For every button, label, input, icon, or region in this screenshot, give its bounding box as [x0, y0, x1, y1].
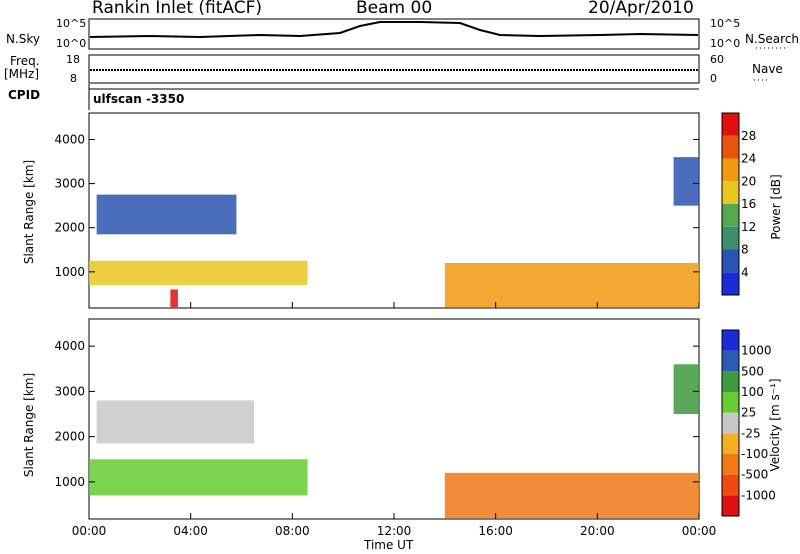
nave-tick-top: 60 — [710, 53, 724, 66]
y-tick-label: 1000 — [54, 475, 85, 489]
data-region — [96, 194, 237, 235]
power-panel: 1000 2000 3000 4000 — [54, 112, 700, 309]
beam-title: Beam 00 — [356, 0, 433, 18]
colorbar-swatch — [722, 474, 739, 496]
colorbar-tick-label: -1000 — [741, 488, 776, 502]
data-region — [89, 260, 308, 286]
colorbar-tick-label: -25 — [741, 426, 761, 440]
freq-tick-top: 18 — [66, 53, 80, 66]
colorbar-tick-label: 28 — [741, 129, 756, 143]
y-tick-label: 1000 — [54, 265, 85, 279]
freq-strip-frame — [88, 54, 700, 84]
x-tick-label: 04:00 — [173, 524, 208, 538]
y-tick-label: 3000 — [54, 384, 85, 398]
y-tick-label: 2000 — [54, 430, 85, 444]
nsky-right-tick-top: 10^5 — [710, 17, 741, 30]
power-colorbar: 4 8 12 16 20 24 28 — [721, 112, 756, 296]
x-tick-label: 08:00 — [275, 524, 310, 538]
freq-label: Freq. — [10, 54, 40, 68]
colorbar-swatch — [722, 371, 739, 392]
x-axis-label: Time UT — [364, 538, 414, 552]
nave-tick-bottom: 0 — [710, 72, 717, 85]
colorbar-swatch — [722, 226, 739, 250]
nsky-trace — [89, 21, 699, 39]
x-tick-label: 16:00 — [478, 524, 513, 538]
velocity-colorbar: 1000 500 100 25 -25 -100 -500 -1000 — [721, 329, 776, 517]
colorbar-swatch — [722, 158, 739, 182]
colorbar-swatch — [722, 433, 739, 454]
x-tick-label: 00:00 — [682, 524, 717, 538]
colorbar-frame — [721, 329, 740, 517]
nsky-label: N.Sky — [6, 32, 41, 46]
colorbar-tick-label: 16 — [741, 197, 756, 211]
x-tick-label: 00:00 — [72, 524, 107, 538]
colorbar-tick-label: 4 — [741, 265, 749, 279]
data-region — [444, 472, 699, 519]
colorbar-swatch — [722, 412, 739, 434]
data-region — [673, 364, 699, 415]
colorbar-swatch — [722, 181, 739, 204]
y-tick-label: 4000 — [54, 339, 85, 353]
colorbar-swatch — [722, 113, 739, 136]
colorbar-swatch — [722, 454, 739, 475]
data-region — [170, 289, 178, 308]
y-tick-label: 3000 — [54, 177, 85, 191]
y-tick-label: 2000 — [54, 221, 85, 235]
data-region — [444, 263, 699, 308]
colorbar-tick-label: 8 — [741, 243, 749, 257]
data-region — [89, 459, 308, 496]
colorbar-swatch — [722, 350, 739, 372]
nsky-tick-top: 10^5 — [56, 17, 87, 30]
colorbar-tick-label: 20 — [741, 174, 756, 188]
date-title: 20/Apr/2010 — [588, 0, 694, 18]
station-title: Rankin Inlet (fitACF) — [92, 0, 263, 18]
colorbar-swatch — [722, 204, 739, 227]
nsky-tick-bottom: 10^0 — [56, 37, 87, 50]
colorbar-tick-label: 1000 — [741, 344, 772, 358]
cpid-label: CPID — [8, 88, 41, 102]
nsky-right-tick-bottom: 10^0 — [710, 37, 741, 50]
colorbar-tick-label: 24 — [741, 152, 756, 166]
program-label: ulfscan -3350 — [93, 92, 185, 106]
data-region — [673, 157, 699, 206]
y-tick-label: 4000 — [54, 132, 85, 146]
freq-tick-bottom: 8 — [70, 72, 77, 85]
nave-label: Nave — [752, 62, 783, 76]
x-tick-label: 20:00 — [580, 524, 615, 538]
colorbar-swatch — [722, 495, 739, 516]
colorbar-swatch — [722, 249, 739, 273]
colorbar-swatch — [722, 272, 739, 295]
colorbar-tick-label: 12 — [741, 220, 756, 234]
data-region — [96, 400, 255, 444]
colorbar-tick-label: -100 — [741, 447, 768, 461]
colorbar-swatch — [722, 392, 739, 413]
colorbar-tick-label: 25 — [741, 406, 756, 420]
colorbar-swatch — [722, 135, 739, 159]
x-tick-label: 12:00 — [377, 524, 412, 538]
colorbar-frame — [721, 112, 740, 296]
nsearch-label: N.Search — [745, 32, 800, 46]
colorbar-tick-label: 100 — [741, 385, 764, 399]
colorbar-tick-label: -500 — [741, 468, 768, 482]
freq-unit-label: [MHz] — [4, 67, 40, 81]
colorbar-tick-label: 500 — [741, 364, 764, 378]
velocity-panel: 1000 2000 3000 4000 00:00 04:00 08:00 12:00 16:0… — [54, 318, 717, 538]
nsky-strip-frame — [88, 18, 700, 50]
colorbar-swatch — [722, 330, 739, 351]
